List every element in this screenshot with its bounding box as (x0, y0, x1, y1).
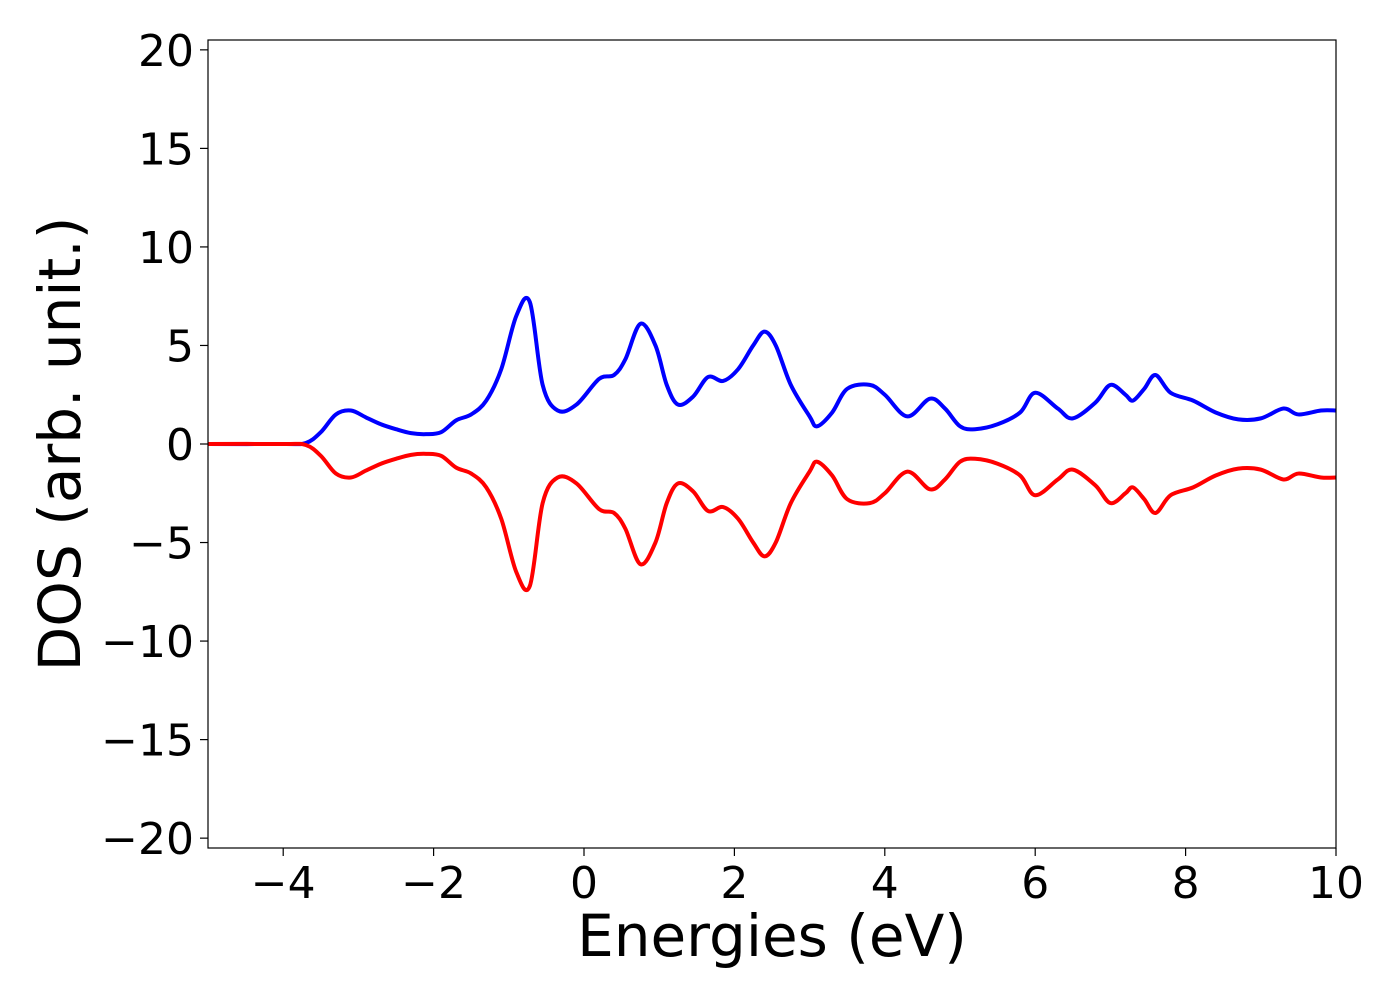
y-tick-label: 20 (138, 26, 194, 77)
y-tick-label: 0 (166, 420, 194, 471)
y-axis-ticks: −20 −15 −10 −5 0 5 10 15 20 (101, 26, 208, 865)
x-tick-label: 0 (570, 858, 598, 909)
y-tick-label: −20 (101, 814, 194, 865)
plot-area (207, 39, 1337, 849)
y-tick-label: 10 (138, 223, 194, 274)
y-tick-label: −5 (129, 519, 194, 570)
y-tick-label: −15 (101, 716, 194, 767)
axes-frame (207, 39, 1337, 849)
x-tick-label: 10 (1308, 858, 1364, 909)
y-tick-label: 5 (166, 321, 194, 372)
x-tick-label: 4 (871, 858, 899, 909)
y-axis-label: DOS (arb. unit.) (26, 217, 94, 672)
x-tick-label: 6 (1021, 858, 1049, 909)
series-layer (208, 295, 1336, 593)
y-tick-label: 15 (138, 124, 194, 175)
x-axis-label: Energies (eV) (577, 902, 967, 970)
dos-series-up-line (208, 295, 1336, 447)
x-axis-ticks: −4 −2 0 2 4 6 8 10 (251, 848, 1364, 909)
y-tick-label: −10 (101, 617, 194, 668)
x-tick-label: 2 (720, 858, 748, 909)
x-tick-label: −4 (251, 858, 316, 909)
x-tick-label: −2 (401, 858, 466, 909)
x-tick-label: 8 (1172, 858, 1200, 909)
dos-series-down-line (208, 441, 1336, 593)
